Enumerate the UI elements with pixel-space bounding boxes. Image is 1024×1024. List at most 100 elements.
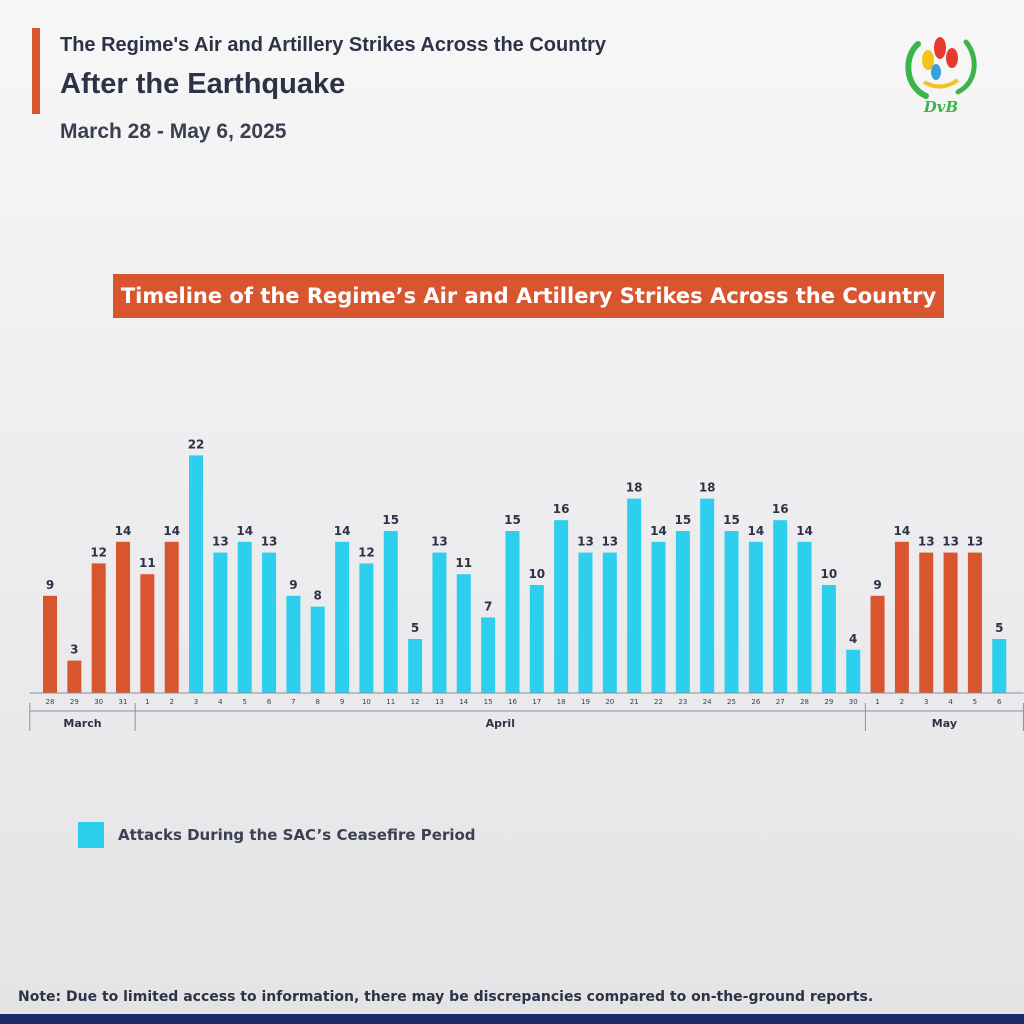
data-label-32: 10 <box>821 567 838 581</box>
data-label-33: 4 <box>849 632 857 646</box>
page-title: The Regime's Air and Artillery Strikes A… <box>60 34 607 56</box>
data-label-23: 13 <box>601 535 618 549</box>
tick-label-16: 13 <box>435 698 444 706</box>
bar-12 <box>335 541 350 693</box>
data-label-36: 13 <box>918 535 935 549</box>
bar-0 <box>43 595 57 693</box>
bar-37 <box>943 552 958 693</box>
tick-label-39: 6 <box>997 698 1002 706</box>
tick-label-35: 2 <box>900 698 904 706</box>
bar-1 <box>67 660 82 693</box>
footnote: Note: Due to limited access to informati… <box>18 989 874 1005</box>
tick-label-37: 4 <box>948 698 953 706</box>
bar-30 <box>773 520 788 693</box>
tick-label-5: 2 <box>169 698 173 706</box>
data-label-0: 9 <box>46 578 54 592</box>
tick-label-7: 4 <box>218 698 223 706</box>
tick-label-0: 28 <box>46 698 55 706</box>
bar-23 <box>602 552 617 693</box>
logo-text: DvB <box>923 98 958 116</box>
data-label-27: 18 <box>699 481 716 495</box>
tick-label-4: 1 <box>145 698 149 706</box>
tick-label-13: 10 <box>362 698 371 706</box>
data-label-17: 11 <box>455 556 472 570</box>
bar-2 <box>91 563 106 693</box>
bar-28 <box>724 531 739 693</box>
bar-20 <box>529 585 544 693</box>
bar-16 <box>432 552 447 693</box>
data-label-12: 14 <box>334 524 351 538</box>
data-label-5: 14 <box>163 524 180 538</box>
bar-19 <box>505 531 520 693</box>
tick-label-29: 26 <box>751 698 760 706</box>
tick-label-27: 24 <box>703 698 712 706</box>
data-label-22: 13 <box>577 535 594 549</box>
tick-label-22: 19 <box>581 698 590 706</box>
month-label-april: April <box>486 717 515 730</box>
data-label-6: 22 <box>188 437 205 451</box>
data-label-26: 15 <box>674 513 691 527</box>
bar-32 <box>821 585 836 693</box>
bar-24 <box>627 498 642 693</box>
title-accent-bar <box>32 28 40 114</box>
data-label-35: 14 <box>894 524 911 538</box>
bar-34 <box>870 595 885 693</box>
date-range: March 28 - May 6, 2025 <box>60 120 287 143</box>
tick-label-14: 11 <box>386 698 395 706</box>
data-label-8: 14 <box>236 524 253 538</box>
tick-label-15: 12 <box>411 698 420 706</box>
legend-label: Attacks During the SAC’s Ceasefire Perio… <box>118 826 476 844</box>
bar-9 <box>262 552 277 693</box>
bar-22 <box>578 552 593 693</box>
bar-13 <box>359 563 374 693</box>
tick-label-26: 23 <box>678 698 687 706</box>
tick-label-38: 5 <box>973 698 977 706</box>
data-label-18: 7 <box>484 599 492 613</box>
data-label-16: 13 <box>431 535 448 549</box>
bar-11 <box>310 606 325 693</box>
bar-17 <box>456 574 471 693</box>
tick-label-28: 25 <box>727 698 736 706</box>
bar-15 <box>408 639 423 693</box>
bottom-bar <box>0 1014 1024 1024</box>
tick-label-34: 1 <box>875 698 879 706</box>
data-label-29: 14 <box>748 524 765 538</box>
dvb-logo: DvB <box>905 37 977 116</box>
tick-label-19: 16 <box>508 698 517 706</box>
tick-label-30: 27 <box>776 698 785 706</box>
tick-label-36: 3 <box>924 698 928 706</box>
bar-5 <box>164 541 179 693</box>
chart-title-banner: Timeline of the Regime’s Air and Artille… <box>113 274 944 318</box>
bar-26 <box>675 531 690 693</box>
legend: Attacks During the SAC’s Ceasefire Perio… <box>78 822 476 848</box>
bar-10 <box>286 595 301 693</box>
bar-3 <box>116 541 131 693</box>
strikes-bar-chart: 9283291230143111114222313414513697881491… <box>29 437 1024 731</box>
page-title-secondary: After the Earthquake <box>60 68 346 100</box>
data-label-15: 5 <box>411 621 419 635</box>
data-label-24: 18 <box>626 481 643 495</box>
data-label-1: 3 <box>70 643 78 657</box>
data-label-31: 14 <box>796 524 813 538</box>
bar-35 <box>894 541 909 693</box>
bar-29 <box>748 541 763 693</box>
data-label-3: 14 <box>115 524 132 538</box>
data-label-30: 16 <box>772 502 789 516</box>
data-label-21: 16 <box>553 502 570 516</box>
tick-label-32: 29 <box>824 698 833 706</box>
bar-7 <box>213 552 228 693</box>
data-label-37: 13 <box>942 535 959 549</box>
tick-label-21: 18 <box>557 698 566 706</box>
tick-label-23: 20 <box>605 698 614 706</box>
bar-14 <box>383 531 398 693</box>
data-label-9: 13 <box>261 535 278 549</box>
data-label-11: 8 <box>314 589 322 603</box>
tick-label-25: 22 <box>654 698 663 706</box>
data-label-19: 15 <box>504 513 521 527</box>
tick-label-2: 30 <box>94 698 103 706</box>
bar-31 <box>797 541 812 693</box>
tick-label-8: 5 <box>242 698 246 706</box>
bar-39 <box>992 639 1007 693</box>
tick-label-24: 21 <box>630 698 639 706</box>
data-label-20: 10 <box>528 567 545 581</box>
